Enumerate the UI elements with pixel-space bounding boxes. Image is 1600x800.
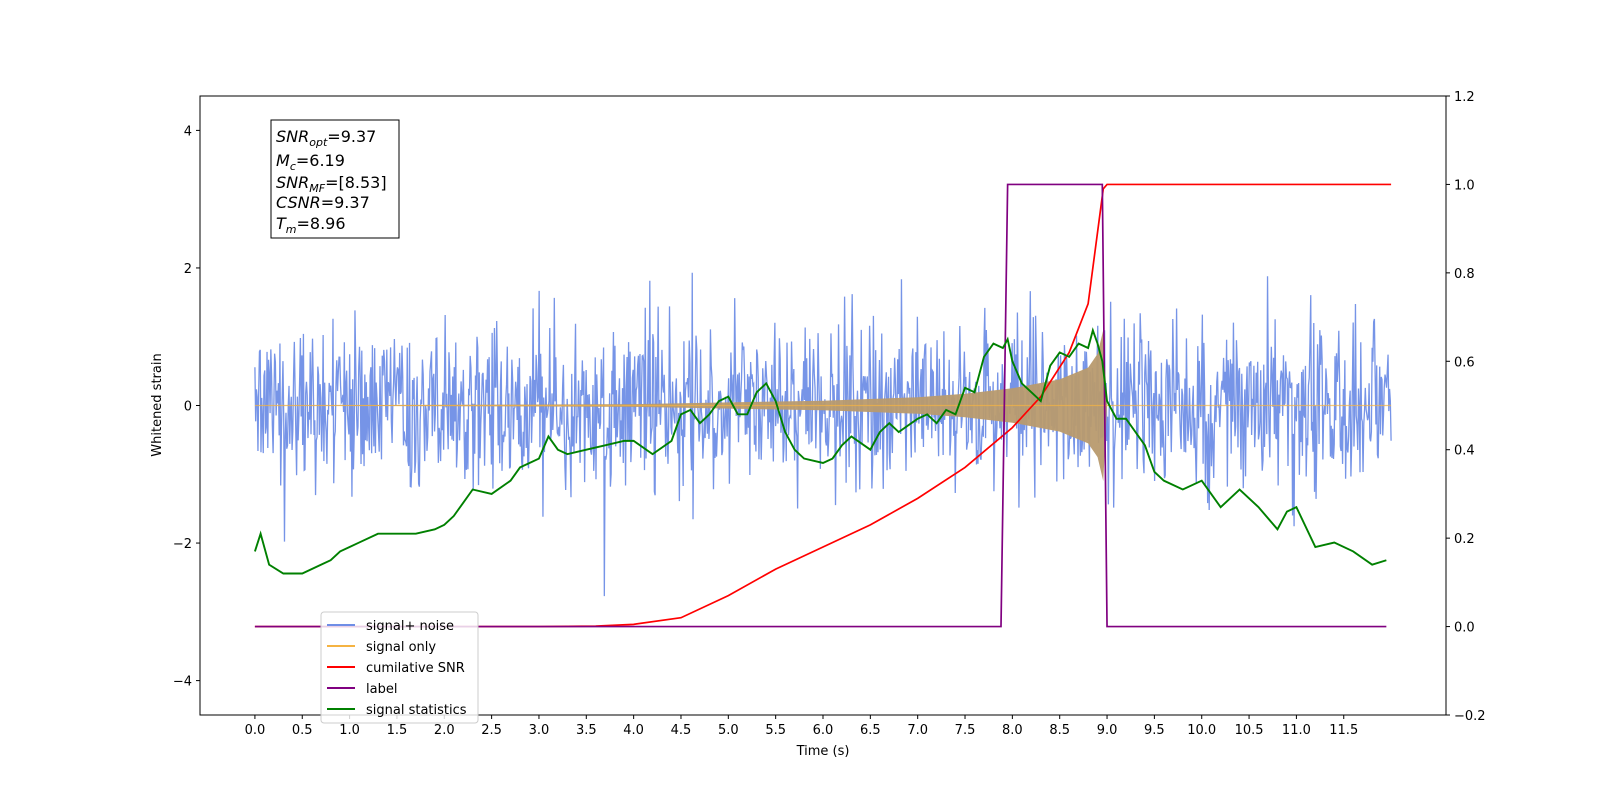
legend-label-label: label — [366, 682, 397, 697]
series-label — [254, 183, 1387, 628]
x-axis: 0.0 0.5 1.0 1.5 2.0 2.5 3.0 3.5 4.0 4.5 5.0 5.5 6.0 6… — [245, 715, 1358, 738]
series-cumulative-snr — [254, 183, 1392, 628]
legend-label-signal-noise: signal+ noise — [366, 619, 454, 634]
x-axis-label: Time (s) — [796, 744, 850, 759]
y2-tick-label: 0.6 — [1454, 355, 1475, 370]
x-tick-label: 6.0 — [813, 723, 834, 738]
x-tick-label: 2.0 — [434, 723, 455, 738]
info-mc: Mc=6.19 — [276, 151, 345, 173]
x-tick-label: 0.0 — [245, 723, 266, 738]
info-box: SNRopt=9.37 Mc=6.19 SNRMF=[8.53] CSNR=9.… — [270, 119, 400, 239]
info-snr-mf: SNRMF=[8.53] — [276, 173, 387, 195]
y2-tick-label: 1.2 — [1454, 90, 1475, 105]
y2-tick-label: −0.2 — [1454, 709, 1486, 724]
y-axis-right: −0.2 0.0 0.2 0.4 0.6 0.8 1.0 1.2 — [1446, 90, 1486, 724]
info-tm: Tm=8.96 — [276, 214, 346, 236]
x-tick-label: 8.5 — [1049, 723, 1070, 738]
y2-tick-label: 0.2 — [1454, 532, 1475, 547]
y2-tick-label: 1.0 — [1454, 178, 1475, 193]
y2-tick-label: 0.8 — [1454, 267, 1475, 282]
x-tick-label: 5.5 — [765, 723, 786, 738]
y-tick-label: 2 — [184, 262, 192, 277]
x-tick-label: 11.5 — [1329, 723, 1358, 738]
info-box-frame — [270, 119, 400, 239]
x-tick-label: 2.5 — [481, 723, 502, 738]
y-axis-label: Whitened strain — [150, 353, 165, 456]
legend-frame — [320, 611, 479, 724]
x-tick-label: 1.0 — [339, 723, 360, 738]
y-tick-label: 0 — [184, 400, 192, 415]
x-tick-label: 10.5 — [1235, 723, 1264, 738]
legend: signal+ noise signal only cumilative SNR… — [320, 611, 479, 724]
y-tick-label: 4 — [184, 124, 192, 139]
info-csnr: CSNR=9.37 — [276, 193, 370, 212]
x-tick-label: 6.5 — [860, 723, 881, 738]
legend-label-signal-only: signal only — [366, 640, 436, 655]
series-signal-statistics — [254, 327, 1387, 575]
x-tick-label: 8.0 — [1002, 723, 1023, 738]
x-tick-label: 5.0 — [718, 723, 739, 738]
legend-label-cumulative-snr: cumilative SNR — [366, 661, 465, 676]
x-tick-label: 1.5 — [387, 723, 408, 738]
x-tick-label: 9.5 — [1144, 723, 1165, 738]
info-snr-opt: SNRopt=9.37 — [276, 127, 376, 149]
y-axis-left: −4 −2 0 2 4 — [173, 124, 200, 690]
y2-tick-label: 0.0 — [1454, 621, 1475, 636]
x-tick-label: 10.0 — [1187, 723, 1216, 738]
x-tick-label: 4.0 — [623, 723, 644, 738]
y-tick-label: −4 — [173, 675, 192, 690]
x-tick-label: 4.5 — [671, 723, 692, 738]
x-tick-label: 3.5 — [576, 723, 597, 738]
x-tick-label: 9.0 — [1097, 723, 1118, 738]
x-tick-label: 0.5 — [292, 723, 313, 738]
legend-label-signal-statistics: signal statistics — [366, 703, 467, 718]
y2-tick-label: 0.4 — [1454, 444, 1475, 459]
x-tick-label: 7.0 — [907, 723, 928, 738]
y-tick-label: −2 — [173, 537, 192, 552]
plot-area — [254, 183, 1392, 628]
x-tick-label: 3.0 — [529, 723, 550, 738]
x-tick-label: 11.0 — [1282, 723, 1311, 738]
x-tick-label: 7.5 — [955, 723, 976, 738]
